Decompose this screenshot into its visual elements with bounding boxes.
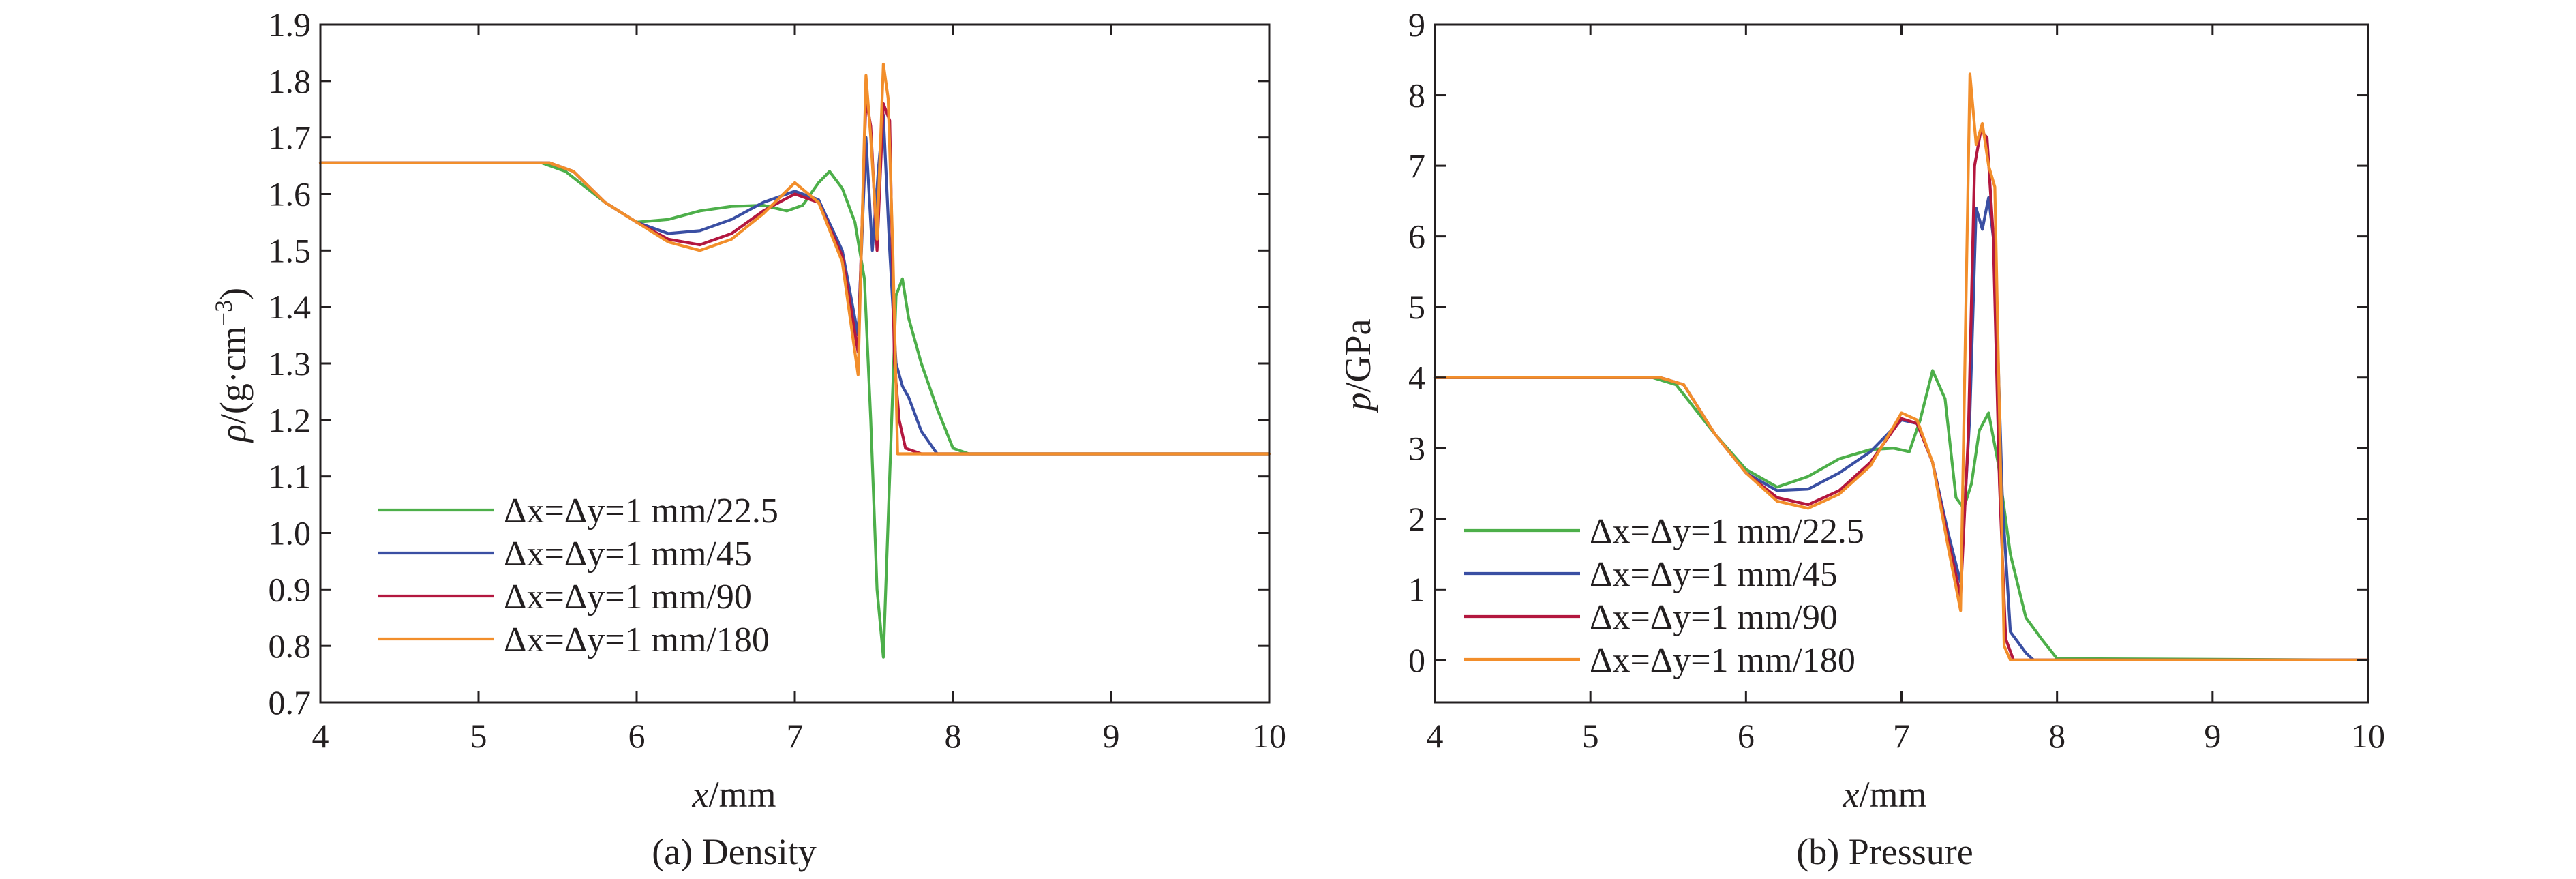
pressure-series-line-1 (1433, 369, 2370, 662)
density-series-line-4 (318, 62, 1271, 456)
density-legend-label-2: Δx=Δy=1 mm/45 (504, 535, 752, 573)
pressure-legend-label-3: Δx=Δy=1 mm/90 (1590, 598, 1838, 637)
pressure-y-tick-label: 2 (1408, 500, 1425, 538)
density-y-tick-label: 1.6 (269, 175, 312, 213)
pressure-y-tick-label: 4 (1408, 359, 1425, 397)
density-x-tick-label: 9 (1103, 717, 1120, 755)
pressure-x-tick-label: 6 (1738, 717, 1755, 755)
pressure-y-tick-label: 8 (1408, 76, 1425, 115)
density-plot-area: 4 5 6 7 8 9 10 0.7 0.8 0.9 1.0 1.1 1.2 1.3 1.4 1.5 1.6 1.… (269, 5, 1287, 755)
density-y-tick-label: 1.4 (269, 288, 312, 326)
pressure-plot-frame (1434, 23, 2369, 704)
density-series-line-2 (318, 113, 1271, 456)
pressure-series-line-2 (1433, 196, 2370, 662)
pressure-x-tick-label: 9 (2204, 717, 2221, 755)
density-x-tick-label: 6 (628, 717, 646, 755)
pressure-x-tick-label: 5 (1582, 717, 1599, 755)
pressure-x-tick-label: 8 (2048, 717, 2065, 755)
density-legend-label-1: Δx=Δy=1 mm/22.5 (504, 492, 778, 531)
density-y-tick-label: 1.9 (269, 5, 312, 44)
pressure-x-tick-label: 4 (1427, 717, 1444, 755)
pressure-caption: (b) Pressure (1796, 831, 1973, 872)
pressure-legend-label-2: Δx=Δy=1 mm/45 (1590, 555, 1838, 594)
density-legend: Δx=Δy=1 mm/22.5 Δx=Δy=1 mm/45 Δx=Δy=1 mm/9… (378, 492, 778, 659)
pressure-y-tick-label: 0 (1408, 641, 1425, 679)
pressure-y-tick-label: 7 (1408, 147, 1425, 185)
density-series-line-3 (318, 96, 1271, 456)
density-y-tick-label: 0.7 (269, 683, 312, 721)
pressure-series-line-4 (1433, 72, 2370, 662)
density-legend-label-3: Δx=Δy=1 mm/90 (504, 578, 752, 616)
pressure-legend-label-1: Δx=Δy=1 mm/22.5 (1590, 512, 1864, 551)
density-y-tick-label: 1.3 (269, 344, 312, 383)
density-x-axis-label: x/mm (692, 774, 776, 815)
density-y-tick-label: 1.2 (269, 401, 312, 439)
density-series-line-1 (318, 161, 1271, 659)
density-y-tick-label: 1.1 (269, 458, 312, 496)
pressure-y-tick-label: 3 (1408, 429, 1425, 467)
pressure-y-tick-label: 5 (1408, 288, 1425, 326)
density-plot-frame (319, 23, 1271, 704)
density-x-tick-label: 7 (787, 717, 804, 755)
density-caption: (a) Density (652, 831, 816, 872)
pressure-legend: Δx=Δy=1 mm/22.5 Δx=Δy=1 mm/45 Δx=Δy=1 mm/9… (1464, 512, 1864, 680)
pressure-y-tick-label: 1 (1408, 570, 1425, 608)
pressure-y-axis-label: p/GPa (1337, 318, 1378, 413)
density-y-axis-label: ρ/(g·cm−3) (210, 288, 254, 443)
density-legend-label-4: Δx=Δy=1 mm/180 (504, 621, 770, 659)
pressure-x-tick-label: 10 (2351, 717, 2385, 755)
density-x-tick-label: 8 (945, 717, 962, 755)
density-chart: 4 5 6 7 8 9 10 0.7 0.8 0.9 1.0 1.1 1.2 1.3 1.4 1.5 1.6 1.… (210, 5, 1286, 872)
pressure-y-tick-label: 9 (1408, 5, 1425, 44)
density-y-tick-label: 0.9 (269, 570, 312, 608)
density-x-tick-label: 5 (470, 717, 487, 755)
density-y-tick-label: 1.7 (269, 119, 312, 157)
pressure-x-axis-label: x/mm (1843, 774, 1927, 815)
pressure-y-tick-label: 6 (1408, 218, 1425, 256)
density-y-tick-label: 1.0 (269, 514, 312, 552)
density-x-tick-label: 10 (1252, 717, 1286, 755)
pressure-x-tick-label: 7 (1893, 717, 1910, 755)
density-y-tick-label: 1.5 (269, 231, 312, 269)
pressure-series-line-3 (1433, 129, 2370, 662)
density-y-tick-label: 0.8 (269, 627, 312, 665)
density-x-tick-label: 4 (312, 717, 329, 755)
density-y-tick-label: 1.8 (269, 62, 312, 100)
pressure-legend-label-4: Δx=Δy=1 mm/180 (1590, 641, 1855, 680)
